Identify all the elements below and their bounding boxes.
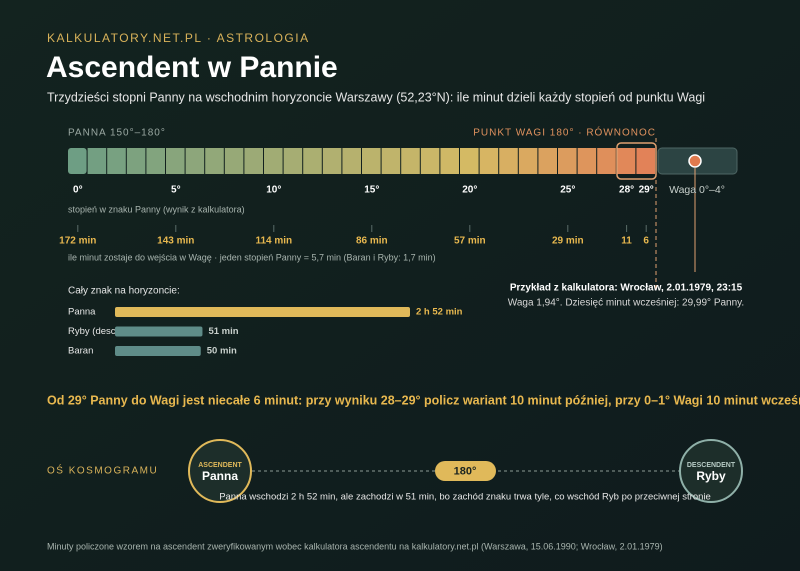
degree-cell	[264, 148, 283, 174]
minutes-label: 114 min	[255, 236, 292, 247]
horizon-bars: Panna 2 h 52 min Ryby (descendent) 51 min Ba…	[68, 307, 463, 357]
degree-cell	[616, 148, 636, 174]
degree-cell	[538, 148, 557, 174]
descendent-caption: DESCENDENT	[687, 462, 736, 469]
degree-label: 25°	[560, 185, 575, 196]
horizon-value: 51 min	[208, 326, 238, 337]
degree-label: 0°	[73, 185, 83, 196]
degree-cell	[283, 148, 303, 174]
minutes-label: 86 min	[356, 236, 388, 247]
minutes-label: 11	[621, 236, 632, 247]
degree-cell	[362, 148, 381, 174]
descendent-circle	[679, 439, 743, 503]
example-text: Waga 1,94°. Dziesięć minut wcześniej: 29…	[508, 298, 744, 309]
degree-cell	[205, 148, 224, 174]
example-title: Przykład z kalkulatora: Wrocław, 2.01.19…	[510, 283, 743, 294]
degree-cell	[224, 148, 244, 174]
horizon-name: Baran	[68, 346, 93, 357]
degree-cell	[342, 148, 361, 174]
subtitle: Trzydzieści stopni Panny na wschodnim ho…	[47, 90, 705, 104]
degree-cell	[518, 148, 538, 174]
degree-cell	[577, 148, 597, 174]
horizon-bar	[115, 307, 410, 317]
title: Ascendent w Pannie	[46, 51, 338, 84]
next-sign-label: Waga 0°–4°	[669, 184, 725, 196]
minutes-label: 172 min	[59, 236, 96, 247]
degree-cell	[87, 148, 107, 174]
axis-label: OŚ KOSMOGRAMU	[47, 464, 158, 477]
degree-cell	[420, 148, 440, 174]
angle-pill	[435, 461, 496, 481]
degree-cell	[479, 148, 499, 174]
minutes-label: 6	[643, 236, 649, 247]
horizon-value: 2 h 52 min	[416, 307, 463, 318]
kicker: KALKULATORY.NET.PL · ASTROLOGIA	[47, 31, 310, 45]
horizon-title: Cały znak na horyzoncie:	[68, 286, 180, 297]
descendent-sign: Ryby	[696, 469, 726, 483]
angle-label: 180°	[454, 465, 477, 477]
degree-label: 5°	[171, 185, 181, 196]
degree-cell	[166, 148, 185, 174]
scale-bar	[68, 148, 655, 174]
example-dot	[688, 154, 702, 168]
footer: Minuty policzone wzorem na ascendent zwe…	[47, 541, 663, 551]
minutes-label: 143 min	[157, 236, 194, 247]
ascendent-circle	[188, 439, 252, 503]
degree-cell	[381, 148, 401, 174]
horizon-bar	[115, 346, 201, 356]
degree-label: 29°	[639, 185, 654, 196]
degree-cell	[597, 148, 616, 174]
scale-left-label: PANNA 150°–180°	[68, 128, 166, 139]
degree-cell	[185, 148, 205, 174]
degree-label: 10°	[266, 185, 281, 196]
degree-cell	[107, 148, 126, 174]
degree-label: 28°	[619, 185, 634, 196]
scale-right-label: PUNKT WAGI 180° · RÓWNONOC	[473, 126, 656, 139]
horizon-name: Ryby (descendent)	[68, 326, 148, 337]
degree-cell	[440, 148, 459, 174]
degree-cell	[146, 148, 165, 174]
degree-label: 15°	[364, 185, 379, 196]
degree-cell	[499, 148, 518, 174]
degree-cell	[303, 148, 322, 174]
degree-cell	[460, 148, 479, 174]
horizon-bar	[115, 326, 203, 337]
ascendent-sign: Panna	[202, 469, 238, 483]
horizon-name: Panna	[68, 307, 96, 318]
minutes-caption: ile minut zostaje do wejścia w Wagę · je…	[68, 252, 436, 262]
degree-cell	[244, 148, 263, 174]
ascendent-caption: ASCENDENT	[198, 462, 242, 469]
minutes-label: 29 min	[552, 236, 584, 247]
degree-caption: stopień w znaku Panny (wynik z kalkulato…	[68, 204, 245, 214]
horizon-value: 50 min	[207, 346, 237, 357]
degree-cell	[401, 148, 420, 174]
degree-cell	[636, 148, 655, 174]
degree-cell	[126, 148, 146, 174]
axis-text: Panna wschodzi 2 h 52 min, ale zachodzi …	[219, 492, 711, 503]
degree-label: 20°	[462, 185, 477, 196]
note: Od 29° Panny do Wagi jest niecałe 6 minu…	[47, 393, 800, 407]
degree-cell	[322, 148, 342, 174]
minutes-label: 57 min	[454, 236, 486, 247]
degree-cell	[68, 148, 87, 174]
degree-cell	[558, 148, 577, 174]
